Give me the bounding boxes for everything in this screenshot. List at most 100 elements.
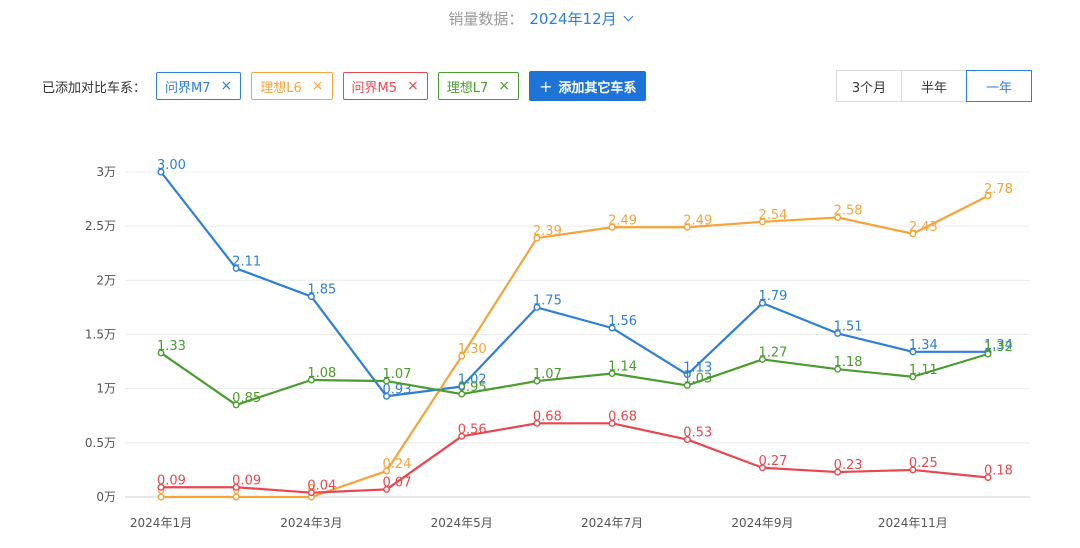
y-tick-label: 3万 (96, 165, 116, 179)
y-tick-label: 2.5万 (85, 219, 116, 233)
data-point (834, 365, 842, 373)
data-point (683, 371, 691, 379)
data-point (683, 436, 691, 444)
data-label: 1.32 (984, 340, 1013, 355)
data-label: 1.18 (834, 355, 863, 370)
data-point (157, 168, 165, 176)
compare-chip-wenjie-m5[interactable]: 问界M5 × (342, 72, 428, 100)
series-line (161, 422, 989, 494)
data-point (383, 467, 391, 475)
data-point (307, 293, 315, 301)
data-label: 0.24 (383, 457, 412, 472)
data-label: 1.03 (683, 371, 712, 386)
data-point (683, 223, 691, 231)
add-series-button[interactable]: + 添加其它车系 (528, 71, 647, 101)
plus-icon: + (538, 76, 553, 96)
close-icon[interactable]: × (220, 78, 233, 94)
data-point (758, 218, 766, 226)
x-tick-label: 2024年9月 (731, 516, 793, 530)
data-label: 2.78 (984, 182, 1013, 197)
data-label: 1.27 (758, 345, 787, 360)
data-point (834, 213, 842, 221)
series-line (160, 352, 989, 407)
y-tick-label: 0.5万 (85, 436, 116, 450)
data-label: 0.25 (909, 456, 938, 471)
data-label: 2.11 (232, 254, 261, 269)
data-label: 1.02 (458, 373, 487, 388)
compare-series-bar: 已添加对比车系： 问界M7 × 理想L6 × 问界M5 × 理想L7 × + 添… (42, 70, 647, 102)
data-point (758, 355, 766, 363)
data-label: 1.79 (758, 289, 787, 304)
range-one-year-button[interactable]: 一年 (966, 70, 1032, 102)
data-point (458, 352, 466, 360)
data-point (307, 376, 315, 384)
data-point (157, 349, 165, 357)
data-label: 1.51 (834, 319, 863, 334)
data-label: 0.07 (383, 475, 412, 490)
y-tick-label: 1.5万 (85, 328, 116, 342)
chip-label: 问界M7 (165, 80, 211, 96)
data-label: 0.18 (984, 464, 1013, 479)
close-icon[interactable]: × (311, 78, 324, 94)
chip-label: 理想L7 (446, 80, 489, 96)
data-label: 1.75 (533, 293, 562, 308)
data-point (909, 348, 917, 356)
data-label: 1.13 (683, 361, 712, 376)
compare-chip-lixiang-l7[interactable]: 理想L7 × (437, 72, 519, 100)
chip-label: 问界M5 (351, 80, 398, 96)
close-icon[interactable]: × (407, 78, 419, 94)
x-tick-label: 2024年7月 (581, 516, 643, 530)
data-label: 2.58 (834, 204, 863, 219)
sales-data-label: 销量数据： (448, 10, 524, 28)
data-label: 1.14 (608, 360, 637, 375)
month-selector[interactable]: 2024年12月 (529, 10, 617, 28)
data-point (533, 419, 541, 427)
data-point (383, 485, 391, 493)
data-point (232, 483, 240, 491)
data-label: 1.34 (984, 338, 1013, 353)
data-label: 2.39 (533, 224, 562, 239)
data-point (984, 192, 992, 200)
data-point (608, 370, 616, 378)
range-3-months-button[interactable]: 3个月 (836, 70, 902, 102)
data-point (758, 464, 766, 472)
data-label: 2.43 (909, 220, 938, 235)
data-point (683, 381, 691, 389)
x-tick-label: 2024年5月 (431, 516, 493, 530)
data-point (834, 468, 842, 476)
chip-label: 理想L6 (260, 80, 302, 96)
range-half-year-button[interactable]: 半年 (901, 70, 967, 102)
compare-chip-lixiang-l6[interactable]: 理想L6 × (251, 72, 333, 100)
data-point (307, 489, 315, 497)
close-icon[interactable]: × (498, 78, 510, 94)
data-label: 0.09 (157, 473, 186, 488)
data-label: 0.56 (458, 422, 487, 437)
data-point (984, 474, 992, 482)
data-label: 0.27 (758, 454, 787, 469)
data-label: 1.07 (533, 367, 562, 382)
compare-prefix-label: 已添加对比车系： (42, 80, 147, 96)
data-point (909, 466, 917, 474)
data-point (458, 383, 466, 391)
x-tick-label: 2024年1月 (130, 516, 192, 530)
x-tick-label: 2024年3月 (280, 516, 342, 530)
data-label: 0.95 (458, 380, 487, 395)
compare-chip-wenjie-m7[interactable]: 问界M7 × (156, 72, 242, 100)
x-tick-label: 2024年11月 (878, 516, 948, 530)
y-tick-label: 1万 (96, 382, 116, 396)
series-line (161, 194, 989, 499)
data-label: 1.34 (909, 338, 938, 353)
data-label: 0.09 (232, 473, 261, 488)
y-tick-label: 2万 (96, 273, 116, 287)
data-point (608, 324, 616, 332)
data-point (533, 303, 541, 311)
data-label: 0.93 (383, 382, 412, 397)
sales-data-header: 销量数据： 2024年12月 (0, 8, 1080, 30)
data-point (383, 392, 391, 400)
data-point (232, 264, 240, 272)
data-point (157, 483, 165, 491)
data-point (232, 401, 240, 409)
time-range-toggle: 3个月 半年 一年 (836, 70, 1032, 102)
data-point (383, 377, 391, 385)
